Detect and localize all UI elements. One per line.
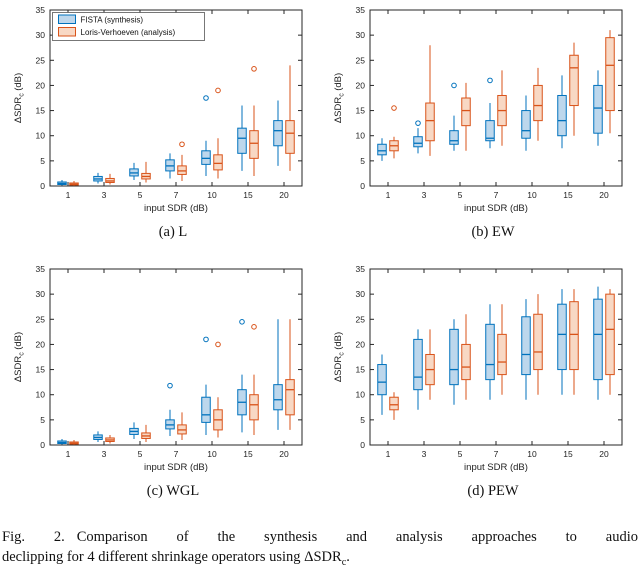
svg-text:25: 25: [36, 314, 46, 324]
svg-text:1: 1: [386, 190, 391, 200]
svg-text:7: 7: [174, 449, 179, 459]
svg-text:0: 0: [360, 181, 365, 191]
boxplot-chart-a: 0 5 10 15 20 25 30 35 1 3 5 7 10 15 20 input SDR (dB) ΔS…: [10, 4, 310, 223]
svg-text:ΔSDRc(dB): ΔSDRc(dB): [13, 73, 26, 123]
svg-text:35: 35: [36, 264, 46, 274]
svg-text:5: 5: [40, 156, 45, 166]
figure-caption-text1: Comparison of the synthesis and analysis…: [76, 529, 638, 545]
svg-text:0: 0: [40, 181, 45, 191]
svg-text:25: 25: [36, 55, 46, 65]
panel-d-caption: (d) PEW: [467, 483, 519, 499]
boxplot-chart-d: 0 5 10 15 20 25 30 35 1 3 5 7 10 15 20 input SDR (dB) ΔS…: [330, 263, 630, 482]
svg-text:25: 25: [356, 314, 366, 324]
svg-text:3: 3: [422, 190, 427, 200]
svg-text:1: 1: [66, 449, 71, 459]
svg-text:10: 10: [356, 131, 366, 141]
svg-text:1: 1: [386, 449, 391, 459]
svg-text:20: 20: [356, 80, 366, 90]
svg-text:10: 10: [36, 131, 46, 141]
svg-text:5: 5: [138, 449, 143, 459]
legend-label: FISTA (synthesis): [81, 16, 144, 25]
svg-text:5: 5: [360, 415, 365, 425]
legend-swatch: [58, 14, 76, 24]
panel-b-caption: (b) EW: [471, 224, 515, 240]
svg-text:7: 7: [494, 190, 499, 200]
svg-text:input SDR (dB): input SDR (dB): [144, 203, 208, 214]
svg-text:5: 5: [138, 190, 143, 200]
svg-text:10: 10: [527, 449, 537, 459]
svg-text:15: 15: [36, 365, 46, 375]
svg-text:30: 30: [36, 30, 46, 40]
legend-label: Loris-Verhoeven (analysis): [81, 28, 176, 37]
svg-text:5: 5: [40, 415, 45, 425]
svg-text:15: 15: [563, 190, 573, 200]
svg-text:15: 15: [563, 449, 573, 459]
svg-text:20: 20: [279, 190, 289, 200]
legend-swatch: [58, 27, 76, 37]
legend-box: [52, 12, 205, 41]
svg-text:input SDR (dB): input SDR (dB): [464, 203, 528, 214]
svg-text:20: 20: [36, 339, 46, 349]
svg-text:7: 7: [494, 449, 499, 459]
figure-caption-line1: Fig. 2. Comparison of the synthesis and a…: [2, 528, 638, 548]
svg-text:input SDR (dB): input SDR (dB): [464, 462, 528, 473]
svg-text:15: 15: [356, 365, 366, 375]
svg-text:15: 15: [356, 106, 366, 116]
svg-text:20: 20: [599, 190, 609, 200]
panel-c: 0 5 10 15 20 25 30 35 1 3 5 7 10 15 20 input SDR (dB) ΔS…: [0, 263, 320, 500]
svg-text:0: 0: [40, 440, 45, 450]
svg-text:3: 3: [102, 449, 107, 459]
panel-c-caption: (c) WGL: [146, 483, 200, 499]
svg-text:20: 20: [279, 449, 289, 459]
svg-text:20: 20: [36, 80, 46, 90]
svg-text:20: 20: [356, 339, 366, 349]
svg-text:10: 10: [207, 449, 217, 459]
figure-2: 0 5 10 15 20 25 30 35 1 3 5 7 10 15 20 input SDR (dB) ΔS…: [0, 4, 640, 500]
svg-text:ΔSDRc(dB): ΔSDRc(dB): [333, 73, 346, 123]
svg-text:15: 15: [36, 106, 46, 116]
svg-text:10: 10: [207, 190, 217, 200]
svg-text:5: 5: [360, 156, 365, 166]
svg-text:3: 3: [422, 449, 427, 459]
metric-subscript: c: [341, 556, 347, 568]
boxplot-chart-c: 0 5 10 15 20 25 30 35 1 3 5 7 10 15 20 input SDR (dB) ΔS…: [10, 263, 310, 482]
panel-a-caption: (a) L: [158, 224, 188, 240]
figure-caption-label: Fig. 2.: [2, 529, 65, 545]
panel-d: 0 5 10 15 20 25 30 35 1 3 5 7 10 15 20 input SDR (dB) ΔS…: [320, 263, 640, 500]
svg-text:10: 10: [527, 190, 537, 200]
svg-text:15: 15: [243, 190, 253, 200]
figure-caption-period: .: [346, 548, 350, 565]
panel-b: 0 5 10 15 20 25 30 35 1 3 5 7 10 15 20 input SDR (dB) ΔS…: [320, 4, 640, 241]
svg-text:25: 25: [356, 55, 366, 65]
panel-a: 0 5 10 15 20 25 30 35 1 3 5 7 10 15 20 input SDR (dB) ΔS…: [0, 4, 320, 241]
svg-text:10: 10: [36, 390, 46, 400]
svg-text:1: 1: [66, 190, 71, 200]
svg-text:7: 7: [174, 190, 179, 200]
svg-text:ΔSDRc(dB): ΔSDRc(dB): [13, 332, 26, 382]
boxplot-chart-b: 0 5 10 15 20 25 30 35 1 3 5 7 10 15 20 input SDR (dB) ΔS…: [330, 4, 630, 223]
svg-text:ΔSDRc(dB): ΔSDRc(dB): [333, 332, 346, 382]
svg-text:35: 35: [36, 5, 46, 15]
svg-text:15: 15: [243, 449, 253, 459]
figure-caption: Fig. 2. Comparison of the synthesis and a…: [0, 528, 640, 569]
svg-text:0: 0: [360, 440, 365, 450]
svg-text:30: 30: [36, 289, 46, 299]
svg-text:20: 20: [599, 449, 609, 459]
svg-text:35: 35: [356, 264, 366, 274]
svg-text:input SDR (dB): input SDR (dB): [144, 462, 208, 473]
metric-name: ΔSDR: [304, 548, 342, 565]
svg-text:5: 5: [458, 449, 463, 459]
svg-text:30: 30: [356, 30, 366, 40]
figure-caption-text2: declipping for 4 different shrinkage ope…: [2, 548, 305, 565]
figure-caption-line2: declipping for 4 different shrinkage ope…: [2, 548, 638, 570]
svg-text:5: 5: [458, 190, 463, 200]
svg-text:35: 35: [356, 5, 366, 15]
svg-text:10: 10: [356, 390, 366, 400]
svg-text:3: 3: [102, 190, 107, 200]
svg-text:30: 30: [356, 289, 366, 299]
